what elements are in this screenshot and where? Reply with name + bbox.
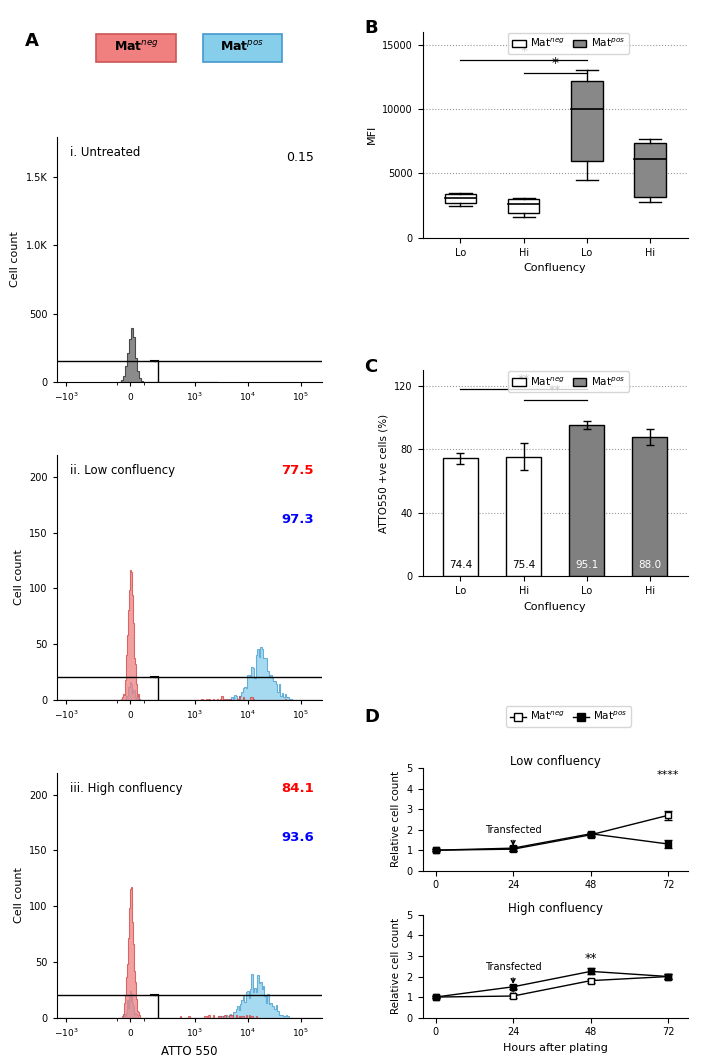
Y-axis label: Cell count: Cell count bbox=[13, 867, 23, 923]
Polygon shape bbox=[57, 570, 322, 700]
Text: 93.6: 93.6 bbox=[281, 831, 314, 845]
Y-axis label: Relative cell count: Relative cell count bbox=[391, 918, 401, 1014]
Legend: Mat$^{neg}$, Mat$^{pos}$: Mat$^{neg}$, Mat$^{pos}$ bbox=[508, 371, 629, 392]
Text: C: C bbox=[364, 358, 377, 375]
Bar bbox=[506, 457, 541, 577]
Text: **: ** bbox=[549, 384, 562, 398]
Text: ****: **** bbox=[657, 770, 680, 780]
Text: Transfected: Transfected bbox=[485, 962, 542, 983]
Y-axis label: ATTO550 +ve cells (%): ATTO550 +ve cells (%) bbox=[379, 413, 389, 533]
Title: High confluency: High confluency bbox=[508, 902, 603, 915]
Text: 84.1: 84.1 bbox=[281, 782, 314, 795]
Text: i. Untreated: i. Untreated bbox=[70, 146, 140, 159]
FancyBboxPatch shape bbox=[203, 34, 282, 63]
X-axis label: Confluency: Confluency bbox=[524, 263, 586, 273]
Text: Mat$^{pos}$: Mat$^{pos}$ bbox=[220, 40, 264, 54]
Bar bbox=[571, 81, 603, 161]
Y-axis label: Relative cell count: Relative cell count bbox=[391, 772, 401, 867]
Legend: Mat$^{neg}$, Mat$^{pos}$: Mat$^{neg}$, Mat$^{pos}$ bbox=[508, 33, 629, 54]
Polygon shape bbox=[57, 974, 322, 1018]
Y-axis label: Cell count: Cell count bbox=[13, 549, 23, 605]
Legend: Mat$^{neg}$, Mat$^{pos}$: Mat$^{neg}$, Mat$^{pos}$ bbox=[506, 706, 631, 726]
Bar bbox=[632, 437, 667, 577]
Text: D: D bbox=[364, 708, 379, 726]
Bar bbox=[508, 199, 540, 213]
Text: 95.1: 95.1 bbox=[575, 560, 598, 570]
Y-axis label: Cell count: Cell count bbox=[11, 231, 21, 287]
Text: *: * bbox=[510, 987, 516, 1000]
Text: 74.4: 74.4 bbox=[449, 560, 472, 570]
Bar bbox=[634, 143, 666, 197]
Text: iii. High confluency: iii. High confluency bbox=[70, 782, 183, 795]
Text: *: * bbox=[552, 56, 559, 70]
Text: 75.4: 75.4 bbox=[512, 560, 535, 570]
Text: Mat$^{neg}$: Mat$^{neg}$ bbox=[113, 40, 159, 54]
Y-axis label: MFI: MFI bbox=[367, 125, 376, 144]
Title: Low confluency: Low confluency bbox=[510, 755, 601, 768]
Polygon shape bbox=[57, 648, 322, 700]
Text: 88.0: 88.0 bbox=[638, 560, 661, 570]
Text: 77.5: 77.5 bbox=[281, 464, 314, 477]
Text: A: A bbox=[25, 32, 39, 50]
Text: 0.15: 0.15 bbox=[286, 152, 314, 164]
Bar bbox=[443, 458, 478, 577]
FancyBboxPatch shape bbox=[96, 34, 176, 63]
Bar bbox=[445, 194, 476, 204]
Bar bbox=[569, 425, 604, 577]
X-axis label: Confluency: Confluency bbox=[524, 601, 586, 612]
Polygon shape bbox=[57, 887, 322, 1018]
X-axis label: Hours after plating: Hours after plating bbox=[503, 1043, 608, 1053]
Text: *: * bbox=[520, 43, 527, 57]
Polygon shape bbox=[119, 328, 218, 382]
Text: **: ** bbox=[518, 373, 530, 386]
Text: ii. Low confluency: ii. Low confluency bbox=[70, 464, 175, 477]
Text: B: B bbox=[364, 19, 378, 37]
Text: Transfected: Transfected bbox=[485, 825, 542, 845]
Text: 97.3: 97.3 bbox=[281, 513, 314, 527]
Text: **: ** bbox=[584, 952, 597, 966]
X-axis label: ATTO 550: ATTO 550 bbox=[161, 1044, 218, 1058]
